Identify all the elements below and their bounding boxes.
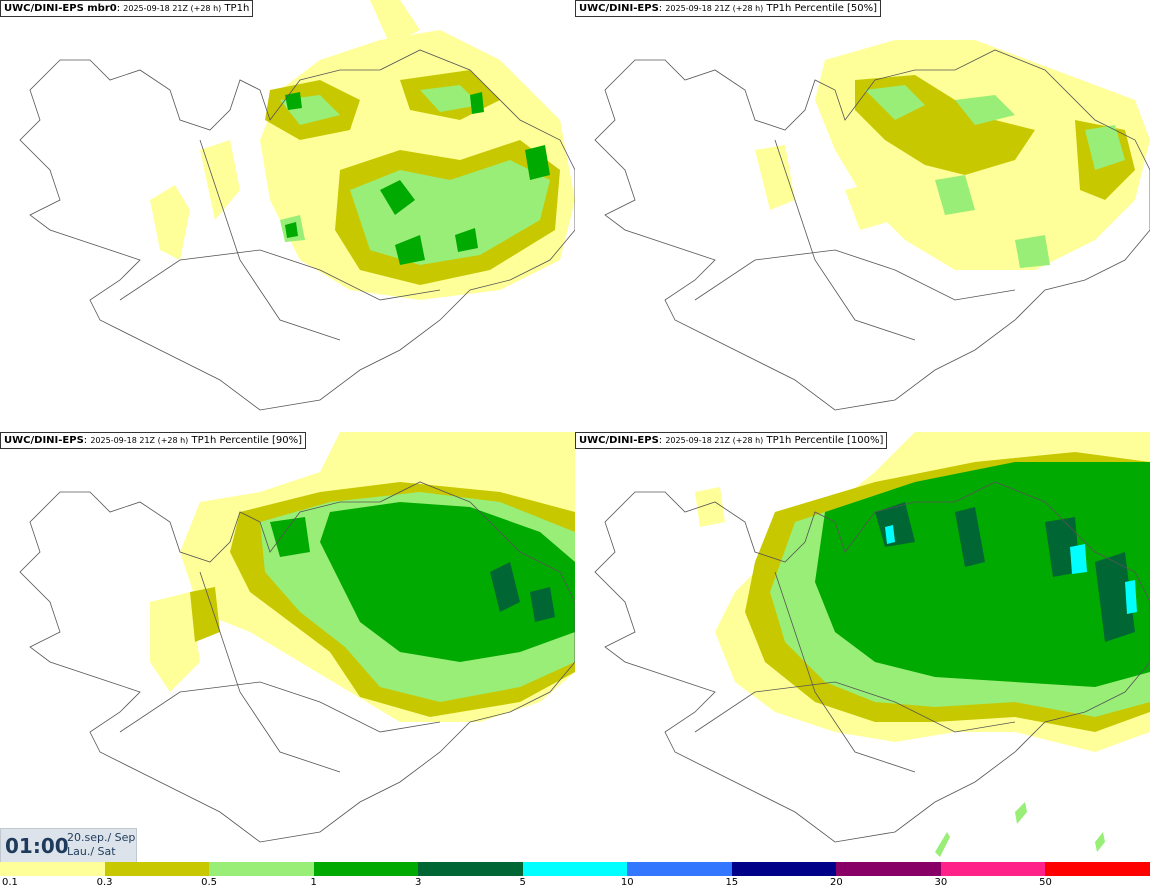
- colorbar-segment: [732, 862, 837, 876]
- colorbar-segment: [627, 862, 732, 876]
- panel-title: UWC/DINI-EPS: 2025-09-18 21Z (+28 h) TP1…: [575, 0, 881, 17]
- map-panel-member0: UWC/DINI-EPS mbr0: 2025-09-18 21Z (+28 h…: [0, 0, 575, 430]
- panel-title: UWC/DINI-EPS mbr0: 2025-09-18 21Z (+28 h…: [0, 0, 253, 17]
- model-name: UWC/DINI-EPS: [579, 3, 659, 14]
- product-name: TP1h Percentile [100%]: [767, 435, 884, 446]
- colorbar-tick-label: 10: [621, 877, 634, 888]
- colorbar: [0, 862, 1150, 876]
- model-name: UWC/DINI-EPS: [579, 435, 659, 446]
- valid-time: 01:00: [5, 834, 69, 858]
- valid-date-line2: Lau./ Sat: [67, 845, 135, 859]
- colorbar-tick-label: 0.3: [97, 877, 113, 888]
- product-name: TP1h Percentile [90%]: [192, 435, 303, 446]
- valid-date-line1: 20.sep./ Sep: [67, 831, 135, 845]
- colorbar-tick-label: 30: [935, 877, 948, 888]
- valid-date: 20.sep./ Sep Lau./ Sat: [67, 831, 135, 859]
- panel-title: UWC/DINI-EPS: 2025-09-18 21Z (+28 h) TP1…: [575, 432, 887, 449]
- model-name: UWC/DINI-EPS mbr0: [4, 3, 117, 14]
- precip-map: [575, 0, 1150, 430]
- colorbar-tick-label: 20: [830, 877, 843, 888]
- run-time: 2025-09-18 21Z (+28 h): [123, 4, 221, 13]
- colorbar-segment: [209, 862, 314, 876]
- valid-time-box: 01:00 20.sep./ Sep Lau./ Sat: [0, 828, 137, 863]
- colorbar-tick-label: 15: [725, 877, 738, 888]
- model-name: UWC/DINI-EPS: [4, 435, 84, 446]
- map-panel-p50: UWC/DINI-EPS: 2025-09-18 21Z (+28 h) TP1…: [575, 0, 1150, 430]
- product-name: TP1h Percentile [50%]: [767, 3, 878, 14]
- colorbar-segment: [941, 862, 1046, 876]
- precip-map: [0, 432, 575, 862]
- product-name: TP1h: [224, 3, 249, 14]
- colorbar-segment: [314, 862, 419, 876]
- colorbar-tick-label: 0.1: [2, 877, 18, 888]
- colorbar-labels: 0.1 0.3 0.5 1 3 5 10 15 20 30 50: [0, 876, 1150, 891]
- colorbar-tick-label: 50: [1039, 877, 1052, 888]
- colorbar-tick-label: 0.5: [201, 877, 217, 888]
- colorbar-segment: [105, 862, 210, 876]
- precip-red-streaks: [935, 802, 1105, 857]
- colorbar-segment: [418, 862, 523, 876]
- map-panel-p100: UWC/DINI-EPS: 2025-09-18 21Z (+28 h) TP1…: [575, 432, 1150, 862]
- run-time: 2025-09-18 21Z (+28 h): [665, 4, 763, 13]
- colorbar-segment: [523, 862, 628, 876]
- run-time: 2025-09-18 21Z (+28 h): [90, 436, 188, 445]
- precip-map: [575, 432, 1150, 862]
- colorbar-segment: [1045, 862, 1150, 876]
- colorbar-tick-label: 3: [415, 877, 421, 888]
- run-time: 2025-09-18 21Z (+28 h): [665, 436, 763, 445]
- colorbar-tick-label: 1: [310, 877, 316, 888]
- colorbar-tick-label: 5: [520, 877, 526, 888]
- panel-title: UWC/DINI-EPS: 2025-09-18 21Z (+28 h) TP1…: [0, 432, 306, 449]
- precip-map: [0, 0, 575, 430]
- map-panel-p90: UWC/DINI-EPS: 2025-09-18 21Z (+28 h) TP1…: [0, 432, 575, 862]
- colorbar-segment: [836, 862, 941, 876]
- colorbar-segment: [0, 862, 105, 876]
